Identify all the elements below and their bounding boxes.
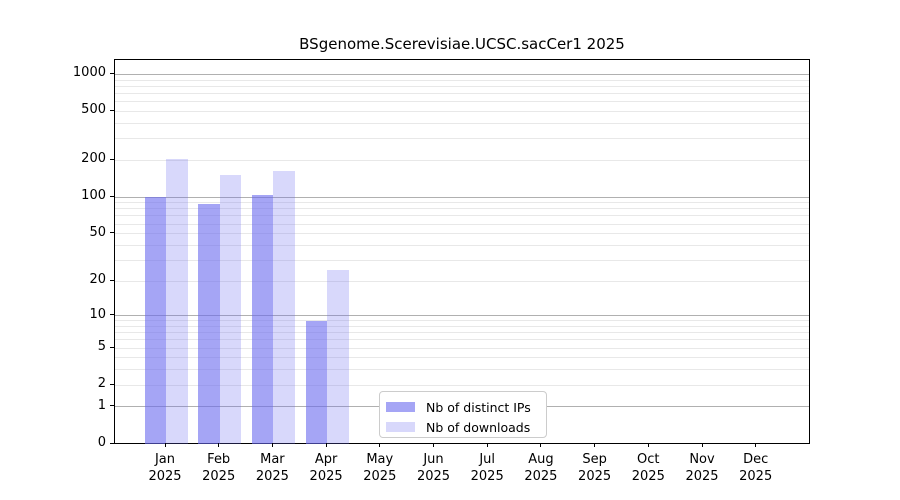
y-tick-mark xyxy=(110,72,114,74)
gridline-minor xyxy=(115,384,809,386)
y-tick-mark xyxy=(110,442,114,444)
x-tick-mark xyxy=(701,443,703,447)
y-tick-mark xyxy=(110,195,114,197)
y-tick-label: 0 xyxy=(97,435,106,450)
x-tick-label: Apr 2025 xyxy=(309,452,343,484)
bar-nb-of-distinct-ips xyxy=(198,204,220,444)
gridline-minor xyxy=(115,369,809,371)
x-tick-mark xyxy=(164,443,166,447)
gridline-minor xyxy=(115,79,809,81)
y-tick-mark xyxy=(110,405,114,407)
x-tick-label: Jul 2025 xyxy=(470,452,504,484)
x-tick-label: Oct 2025 xyxy=(631,452,665,484)
x-tick-label: Jan 2025 xyxy=(148,452,182,484)
x-tick-label: Nov 2025 xyxy=(685,452,719,484)
gridline-minor xyxy=(115,122,809,124)
gridline-minor xyxy=(115,110,809,112)
gridline-minor xyxy=(115,208,809,210)
gridline-minor xyxy=(115,339,809,341)
gridline-minor xyxy=(115,233,809,235)
gridline-minor xyxy=(115,92,809,94)
legend-label: Nb of downloads xyxy=(426,419,531,435)
x-tick-label: Mar 2025 xyxy=(255,452,289,484)
x-tick-mark xyxy=(271,443,273,447)
y-tick-mark xyxy=(110,314,114,316)
y-tick-mark xyxy=(110,158,114,160)
bar-nb-of-downloads xyxy=(327,269,349,444)
x-tick-mark xyxy=(594,443,596,447)
gridline-major xyxy=(115,315,809,317)
x-tick-label: Dec 2025 xyxy=(739,452,773,484)
gridline-minor xyxy=(115,101,809,103)
x-tick-mark xyxy=(218,443,220,447)
x-tick-mark xyxy=(540,443,542,447)
x-tick-mark xyxy=(433,443,434,447)
y-tick-label: 2 xyxy=(97,376,106,392)
legend-label: Nb of distinct IPs xyxy=(426,399,531,415)
gridline-minor xyxy=(115,85,809,87)
gridline-minor xyxy=(115,138,809,140)
y-tick-label: 50 xyxy=(89,224,106,240)
gridline-minor xyxy=(115,332,809,334)
gridline-minor xyxy=(115,215,809,217)
legend: Nb of distinct IPs Nb of downloads xyxy=(379,391,547,438)
y-tick-label: 500 xyxy=(81,102,106,118)
gridline-minor xyxy=(115,325,809,327)
y-tick-mark xyxy=(110,232,114,234)
gridline-minor xyxy=(115,357,809,359)
bar-nb-of-distinct-ips xyxy=(144,197,166,444)
y-tick-label: 200 xyxy=(81,151,106,167)
gridline-minor xyxy=(115,223,809,225)
y-tick-label: 10 xyxy=(89,306,106,322)
y-tick-label: 100 xyxy=(81,188,106,204)
x-tick-mark xyxy=(647,443,649,447)
x-tick-label: Jun 2025 xyxy=(416,452,451,484)
legend-row: Nb of downloads xyxy=(386,419,537,435)
gridline-minor xyxy=(115,159,809,161)
x-tick-mark xyxy=(379,443,381,447)
x-tick-label: May 2025 xyxy=(363,452,397,484)
bar-nb-of-distinct-ips xyxy=(251,194,274,444)
y-tick-label: 5 xyxy=(97,339,106,355)
x-tick-mark xyxy=(325,443,327,447)
y-tick-label: 20 xyxy=(89,272,106,288)
gridline-minor xyxy=(115,259,809,261)
chart-title: BSgenome.Scerevisiae.UCSC.sacCer1 2025 xyxy=(299,35,625,53)
gridline-minor xyxy=(115,320,809,322)
bar-nb-of-distinct-ips xyxy=(305,320,328,444)
x-tick-mark xyxy=(755,443,757,447)
x-tick-label: Sep 2025 xyxy=(578,452,612,484)
legend-row: Nb of distinct IPs xyxy=(386,399,537,415)
bar-nb-of-downloads xyxy=(166,158,188,444)
y-tick-label: 1 xyxy=(97,397,106,413)
y-tick-label: 1000 xyxy=(72,65,106,81)
x-tick-label: Feb 2025 xyxy=(202,452,236,484)
gridline-minor xyxy=(115,244,809,246)
y-tick-mark xyxy=(110,346,114,348)
y-tick-mark xyxy=(110,383,114,385)
plot-area: Nb of distinct IPs Nb of downloads xyxy=(114,59,810,444)
bar-nb-of-downloads xyxy=(219,174,242,444)
gridline-major xyxy=(115,196,809,198)
gridline-minor xyxy=(115,202,809,204)
legend-swatch xyxy=(386,422,415,432)
y-tick-mark xyxy=(110,109,114,111)
x-tick-label: Aug 2025 xyxy=(524,452,558,484)
y-tick-mark xyxy=(110,279,114,281)
bar-nb-of-downloads xyxy=(273,170,295,444)
gridline-minor xyxy=(115,280,809,282)
gridline-major xyxy=(115,73,809,75)
gridline-minor xyxy=(115,347,809,349)
x-tick-mark xyxy=(486,443,488,447)
legend-swatch xyxy=(386,402,415,412)
